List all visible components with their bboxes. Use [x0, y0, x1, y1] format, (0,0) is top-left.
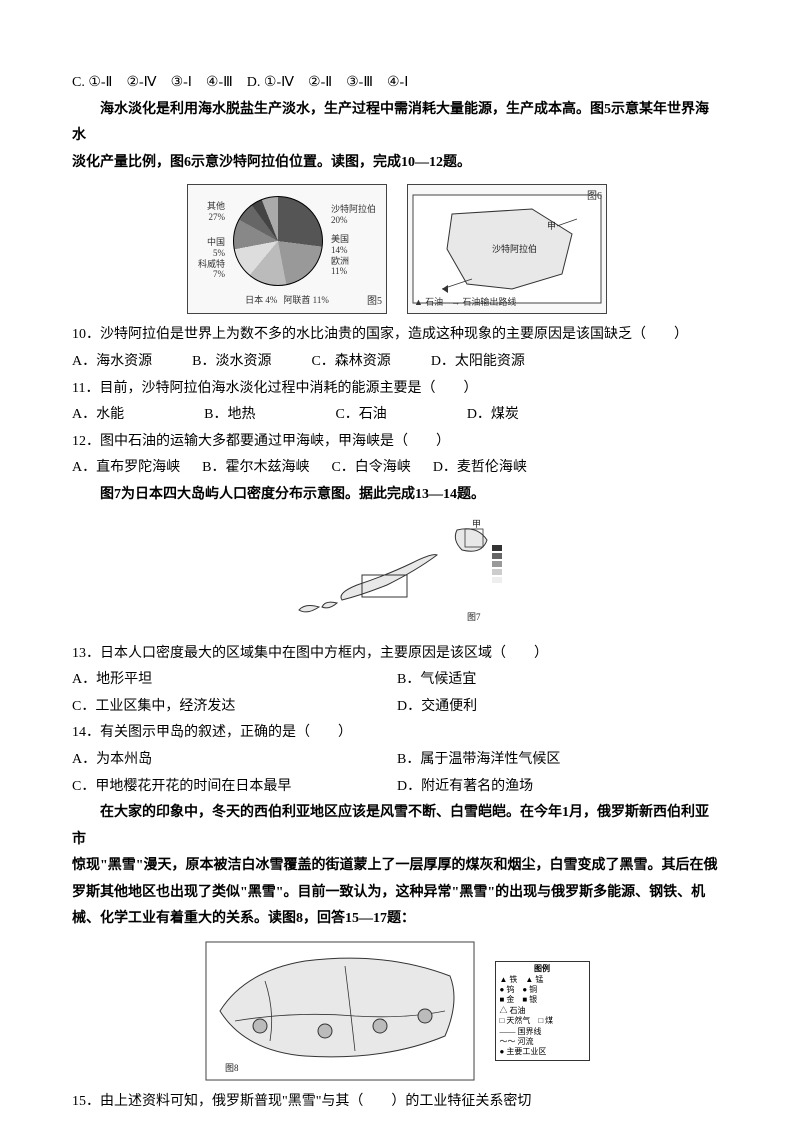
figure-7-japan-map: 甲 图7: [267, 515, 527, 635]
q14-opt-d: D．附近有著名的渔场: [397, 774, 722, 801]
figure-8-russia-map: 图8: [205, 941, 475, 1081]
q15-stem: 15．由上述资料可知，俄罗斯普现"黑雪"与其（ ）的工业特征关系密切: [72, 1089, 722, 1116]
q11-stem: 11．目前，沙特阿拉伯海水淡化过程中消耗的能源主要是（ ）: [72, 376, 722, 403]
q11-opt-d: D．煤炭: [467, 402, 519, 429]
figure-row-8: 图8 图例 ▲ 铁 ▲ 锰 ● 钨 ● 铜 ■ 金 ■ 银 △ 石油 □ 天然气…: [72, 941, 722, 1081]
q10-opt-b: B．淡水资源: [192, 349, 271, 376]
q11-opt-c: C．石油: [335, 402, 386, 429]
fig6-legend: ▲ 石油 → 石油输出路线: [414, 294, 516, 311]
passage-15-17-line4: 械、化学工业有着重大的关系。读图8，回答15—17题：: [72, 906, 722, 933]
fig6-label: 图6: [587, 187, 602, 206]
q11-opt-b: B．地热: [204, 402, 255, 429]
q11-opt-a: A．水能: [72, 402, 124, 429]
q13-opt-c: C．工业区集中，经济发达: [72, 694, 397, 721]
passage-10-12-line1: 海水淡化是利用海水脱盐生产淡水，生产过程中需消耗大量能源，生产成本高。图5示意某…: [72, 97, 722, 150]
passage-15-17-line3: 罗斯其他地区也出现了类似"黑雪"。目前一致认为，这种异常"黑雪"的出现与俄罗斯多…: [72, 880, 722, 907]
q13-options: A．地形平坦 B．气候适宜 C．工业区集中，经济发达 D．交通便利: [72, 667, 722, 720]
figure-5-pie-chart: 其他27% 中国5% 科威特7% 沙特阿拉伯20% 美国14% 欧洲11% 日本…: [187, 184, 387, 314]
q13-opt-b: B．气候适宜: [397, 667, 722, 694]
q10-opt-c: C．森林资源: [311, 349, 390, 376]
passage-10-12-line2: 淡化产量比例，图6示意沙特阿拉伯位置。读图，完成10—12题。: [72, 150, 722, 177]
q10-opt-a: A．海水资源: [72, 349, 152, 376]
q10-options: A．海水资源 B．淡水资源 C．森林资源 D．太阳能资源: [72, 349, 722, 376]
q14-opt-a: A．为本州岛: [72, 747, 397, 774]
figure-6-map: 沙特阿拉伯 甲 图6 ▲ 石油 → 石油输出路线: [407, 184, 607, 314]
svg-text:甲: 甲: [547, 221, 556, 231]
q9-options-line: C. ①-Ⅱ ②-Ⅳ ③-Ⅰ ④-Ⅲ D. ①-Ⅳ ②-Ⅱ ③-Ⅲ ④-Ⅰ: [72, 70, 722, 97]
q12-opt-c: C．白令海峡: [331, 455, 410, 482]
q14-stem: 14．有关图示甲岛的叙述，正确的是（ ）: [72, 720, 722, 747]
q13-opt-d: D．交通便利: [397, 694, 722, 721]
q10-stem: 10．沙特阿拉伯是世界上为数不多的水比油贵的国家，造成这种现象的主要原因是该国缺…: [72, 322, 722, 349]
passage-15-17-line2: 惊现"黑雪"漫天，原本被洁白冰雪覆盖的街道蒙上了一层厚厚的煤灰和烟尘，白雪变成了…: [72, 853, 722, 880]
q14-opt-b: B．属于温带海洋性气候区: [397, 747, 722, 774]
figure-row-5-6: 其他27% 中国5% 科威特7% 沙特阿拉伯20% 美国14% 欧洲11% 日本…: [72, 184, 722, 314]
q11-options: A．水能 B．地热 C．石油 D．煤炭: [72, 402, 722, 429]
q12-options: A．直布罗陀海峡 B．霍尔木兹海峡 C．白令海峡 D．麦哲伦海峡: [72, 455, 722, 482]
q13-stem: 13．日本人口密度最大的区域集中在图中方框内，主要原因是该区域（ ）: [72, 641, 722, 668]
svg-text:图8: 图8: [225, 1063, 239, 1073]
q14-options: A．为本州岛 B．属于温带海洋性气候区 C．甲地樱花开花的时间在日本最早 D．附…: [72, 747, 722, 800]
svg-text:图7: 图7: [467, 612, 481, 622]
q12-opt-b: B．霍尔木兹海峡: [202, 455, 309, 482]
fig5-label: 图5: [367, 292, 382, 311]
q10-opt-d: D．太阳能资源: [431, 349, 525, 376]
saudi-map-icon: 沙特阿拉伯 甲: [412, 194, 602, 304]
passage-15-17-line1: 在大家的印象中，冬天的西伯利亚地区应该是风雪不断、白雪皑皑。在今年1月，俄罗斯新…: [72, 800, 722, 853]
q13-opt-a: A．地形平坦: [72, 667, 397, 694]
svg-text:甲: 甲: [472, 519, 481, 529]
svg-text:沙特阿拉伯: 沙特阿拉伯: [492, 243, 537, 254]
fig8-legend: 图例 ▲ 铁 ▲ 锰 ● 钨 ● 铜 ■ 金 ■ 银 △ 石油 □ 天然气 □ …: [495, 961, 590, 1061]
q14-opt-c: C．甲地樱花开花的时间在日本最早: [72, 774, 397, 801]
fig7-legend: [492, 545, 502, 583]
pie-icon: [233, 196, 323, 286]
q12-opt-d: D．麦哲伦海峡: [433, 455, 527, 482]
q12-stem: 12．图中石油的运输大多都要通过甲海峡，甲海峡是（ ）: [72, 429, 722, 456]
pie-left-labels: 其他27% 中国5% 科威特7%: [198, 201, 225, 280]
passage-13-14: 图7为日本四大岛屿人口密度分布示意图。据此完成13—14题。: [72, 482, 722, 509]
q12-opt-a: A．直布罗陀海峡: [72, 455, 180, 482]
pie-right-labels: 沙特阿拉伯20% 美国14% 欧洲11%: [331, 204, 376, 277]
